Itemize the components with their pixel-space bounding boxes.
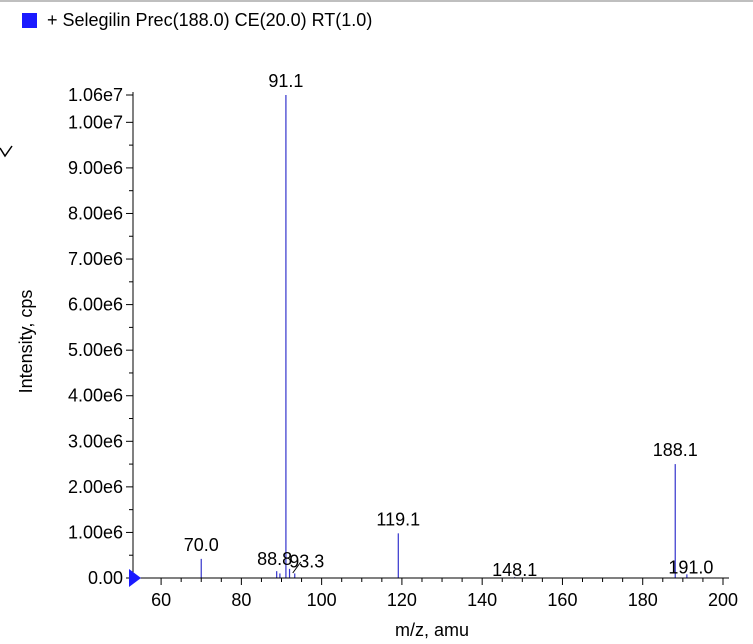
peak-label: 119.1 [376,509,420,529]
peak-label-layer: 91.1 188.1 119.1 70.0 88.893.3 148.1 191.0 [184,71,714,580]
x-tick-label: 140 [467,590,497,610]
peak-label: 88.8 [257,549,292,569]
x-axis-title: m/z, amu [395,620,469,640]
x-tick-label: 120 [387,590,417,610]
y-tick-label: 7.00e6 [68,249,123,269]
frame-top-border [0,0,753,2]
peak-label: 70.0 [184,535,219,555]
y-tick-label: 1.00e7 [68,112,123,132]
peak-label: 91.1 [268,71,303,91]
x-tick-label: 200 [708,590,738,610]
x-tick-label: 60 [151,590,171,610]
peak-label: 191.0 [668,557,713,577]
x-tick-label: 180 [628,590,658,610]
peak-layer [200,95,688,578]
chevron-down-icon [0,145,13,158]
peak-label-leader [292,561,302,574]
y-tick-label: 1.00e6 [68,522,123,542]
y-tick-label: 9.00e6 [68,158,123,178]
legend-swatch [22,12,37,28]
y-tick-label: 1.06e7 [68,85,123,105]
y-tick-label: 8.00e6 [68,203,123,223]
y-tick-label: 5.00e6 [68,340,123,360]
peak-label: 93.3 [289,551,324,571]
peak-label: 148.1 [492,560,537,580]
legend: + Selegilin Prec(188.0) CE(20.0) RT(1.0) [22,8,372,32]
x-tick-label: 160 [547,590,577,610]
legend-text: + Selegilin Prec(188.0) CE(20.0) RT(1.0) [47,9,373,30]
y-axis-title: Intensity, cps [16,290,36,394]
origin-marker[interactable] [129,569,141,587]
x-tick-label: 80 [231,590,251,610]
x-tick-label: 100 [307,590,337,610]
peak-label: 188.1 [653,440,698,460]
tick-layer: 60 80 100 120 140 160 180 200 0.00 1.00e6 2.00e6 3.… [68,85,738,610]
y-tick-label: 0.00 [88,568,123,588]
y-tick-label: 2.00e6 [68,477,123,497]
y-tick-label: 3.00e6 [68,431,123,451]
y-tick-label: 6.00e6 [68,295,123,315]
y-tick-label: 4.00e6 [68,386,123,406]
